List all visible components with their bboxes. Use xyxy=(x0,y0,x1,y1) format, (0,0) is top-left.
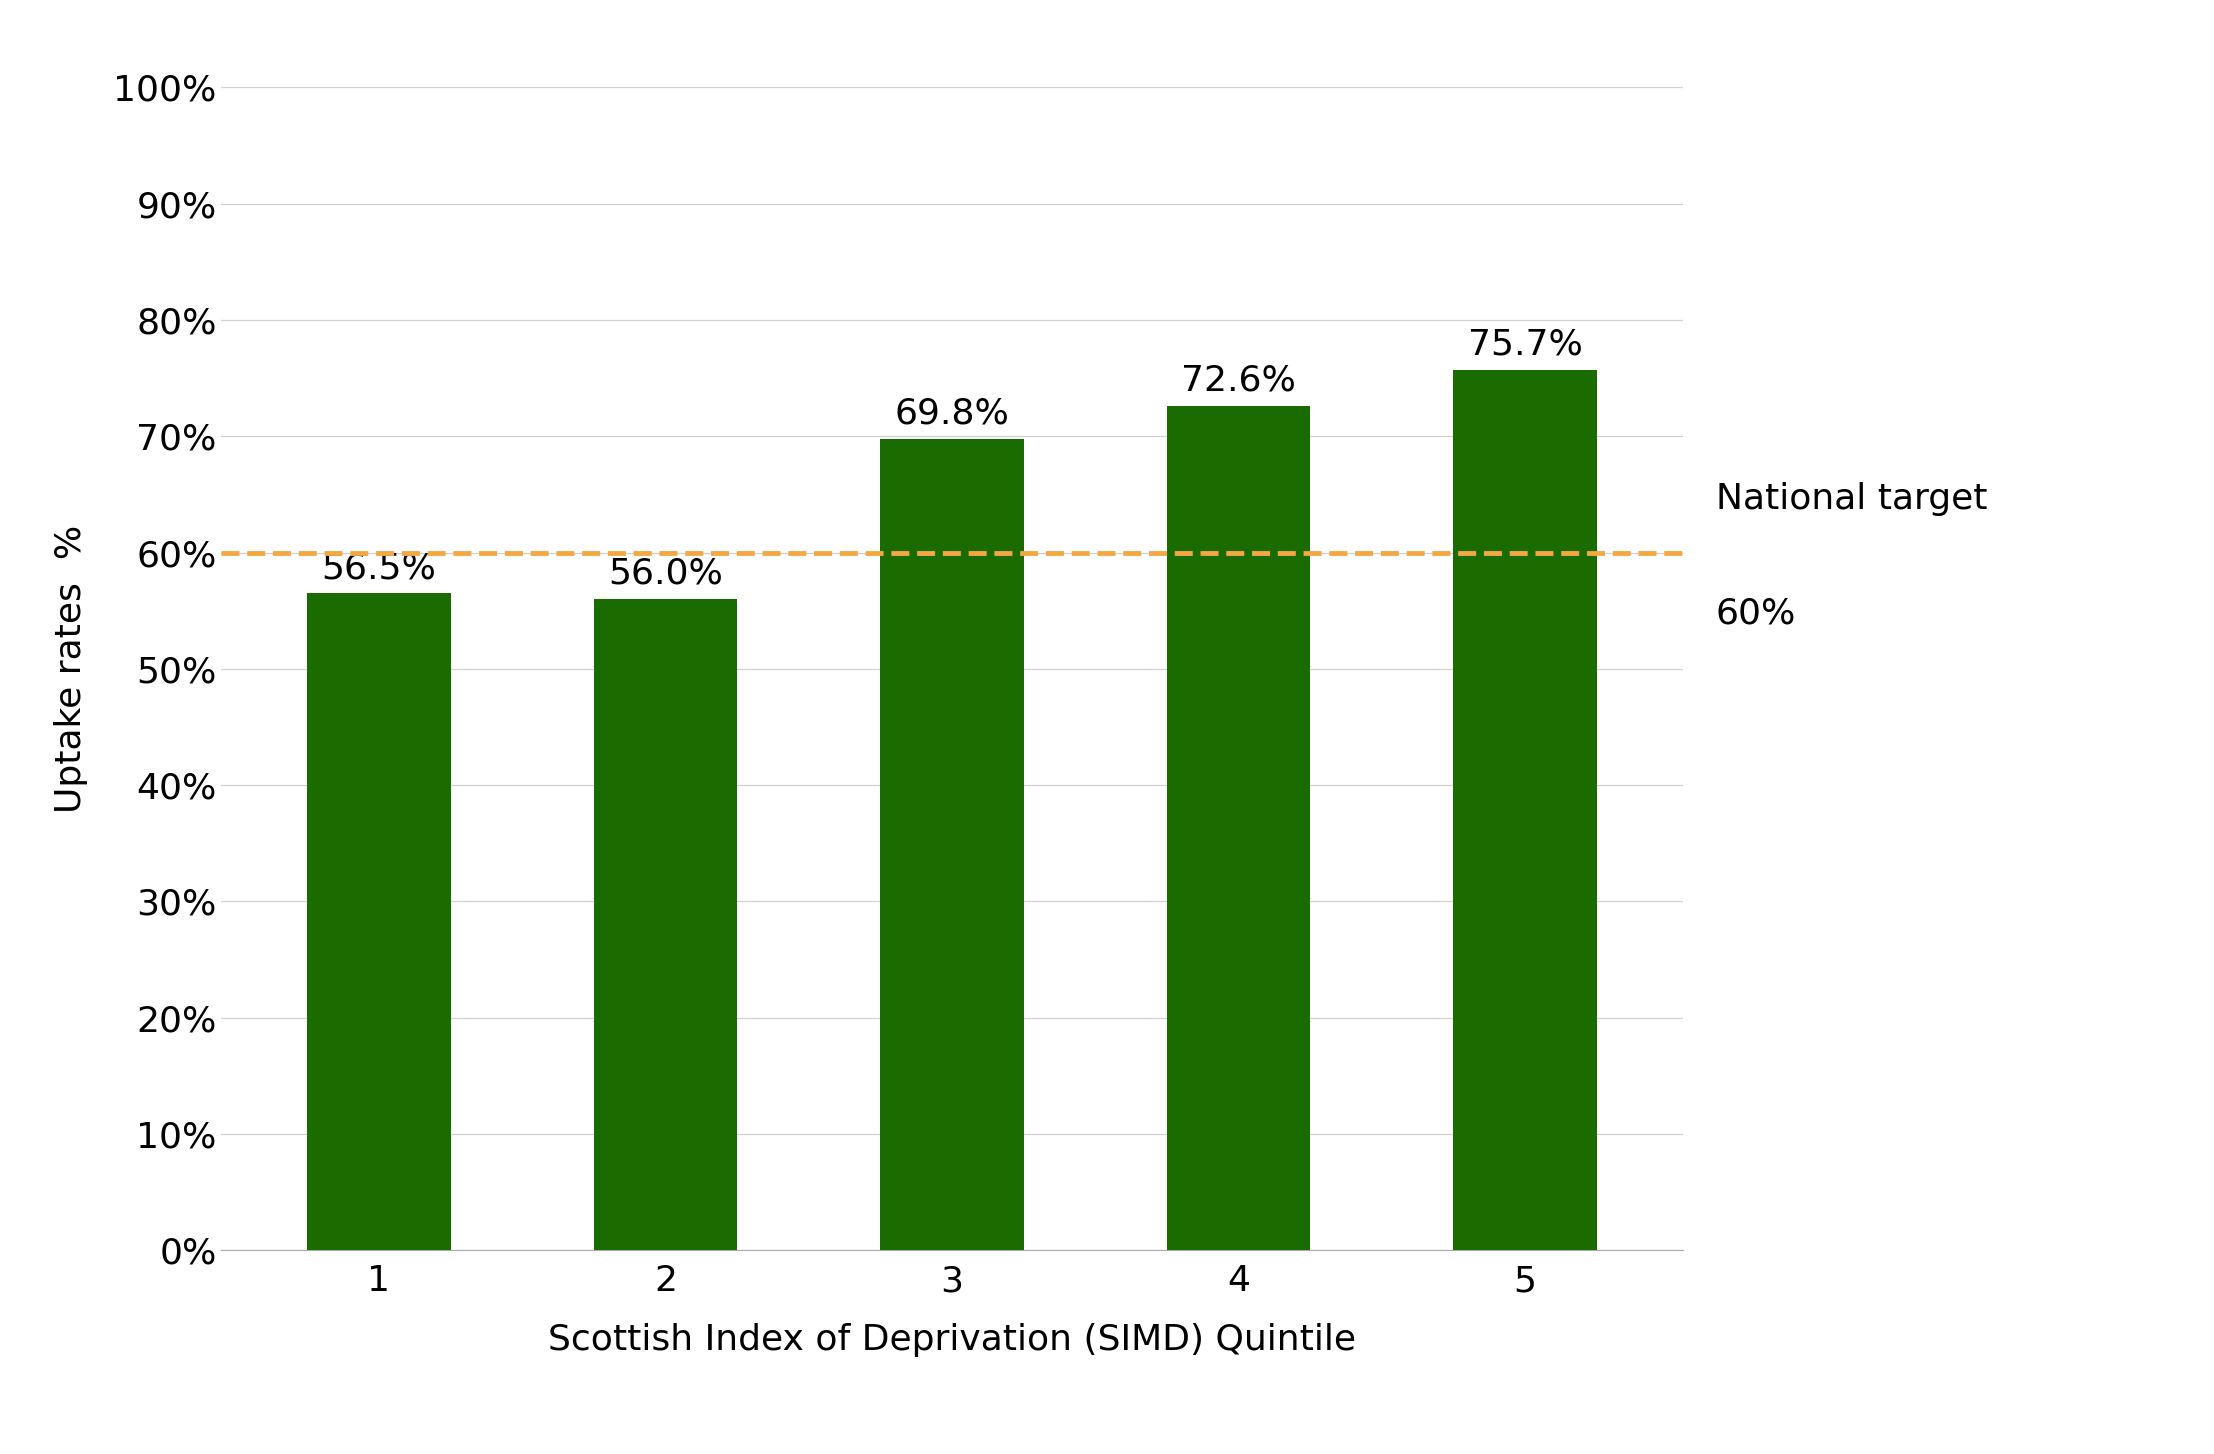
Bar xyxy=(308,593,452,1250)
X-axis label: Scottish Index of Deprivation (SIMD) Quintile: Scottish Index of Deprivation (SIMD) Qui… xyxy=(549,1323,1355,1358)
Text: National target: National target xyxy=(1716,483,1988,516)
Text: 72.6%: 72.6% xyxy=(1180,364,1295,398)
Text: 69.8%: 69.8% xyxy=(894,397,1010,430)
Text: 56.0%: 56.0% xyxy=(609,557,724,590)
Text: 56.5%: 56.5% xyxy=(321,551,436,585)
Bar xyxy=(593,599,737,1250)
Bar xyxy=(1452,369,1596,1250)
Bar xyxy=(881,439,1023,1250)
Text: 75.7%: 75.7% xyxy=(1468,327,1583,362)
Text: 60%: 60% xyxy=(1716,596,1796,630)
Y-axis label: Uptake rates  %: Uptake rates % xyxy=(53,525,89,813)
Bar xyxy=(1167,406,1311,1250)
